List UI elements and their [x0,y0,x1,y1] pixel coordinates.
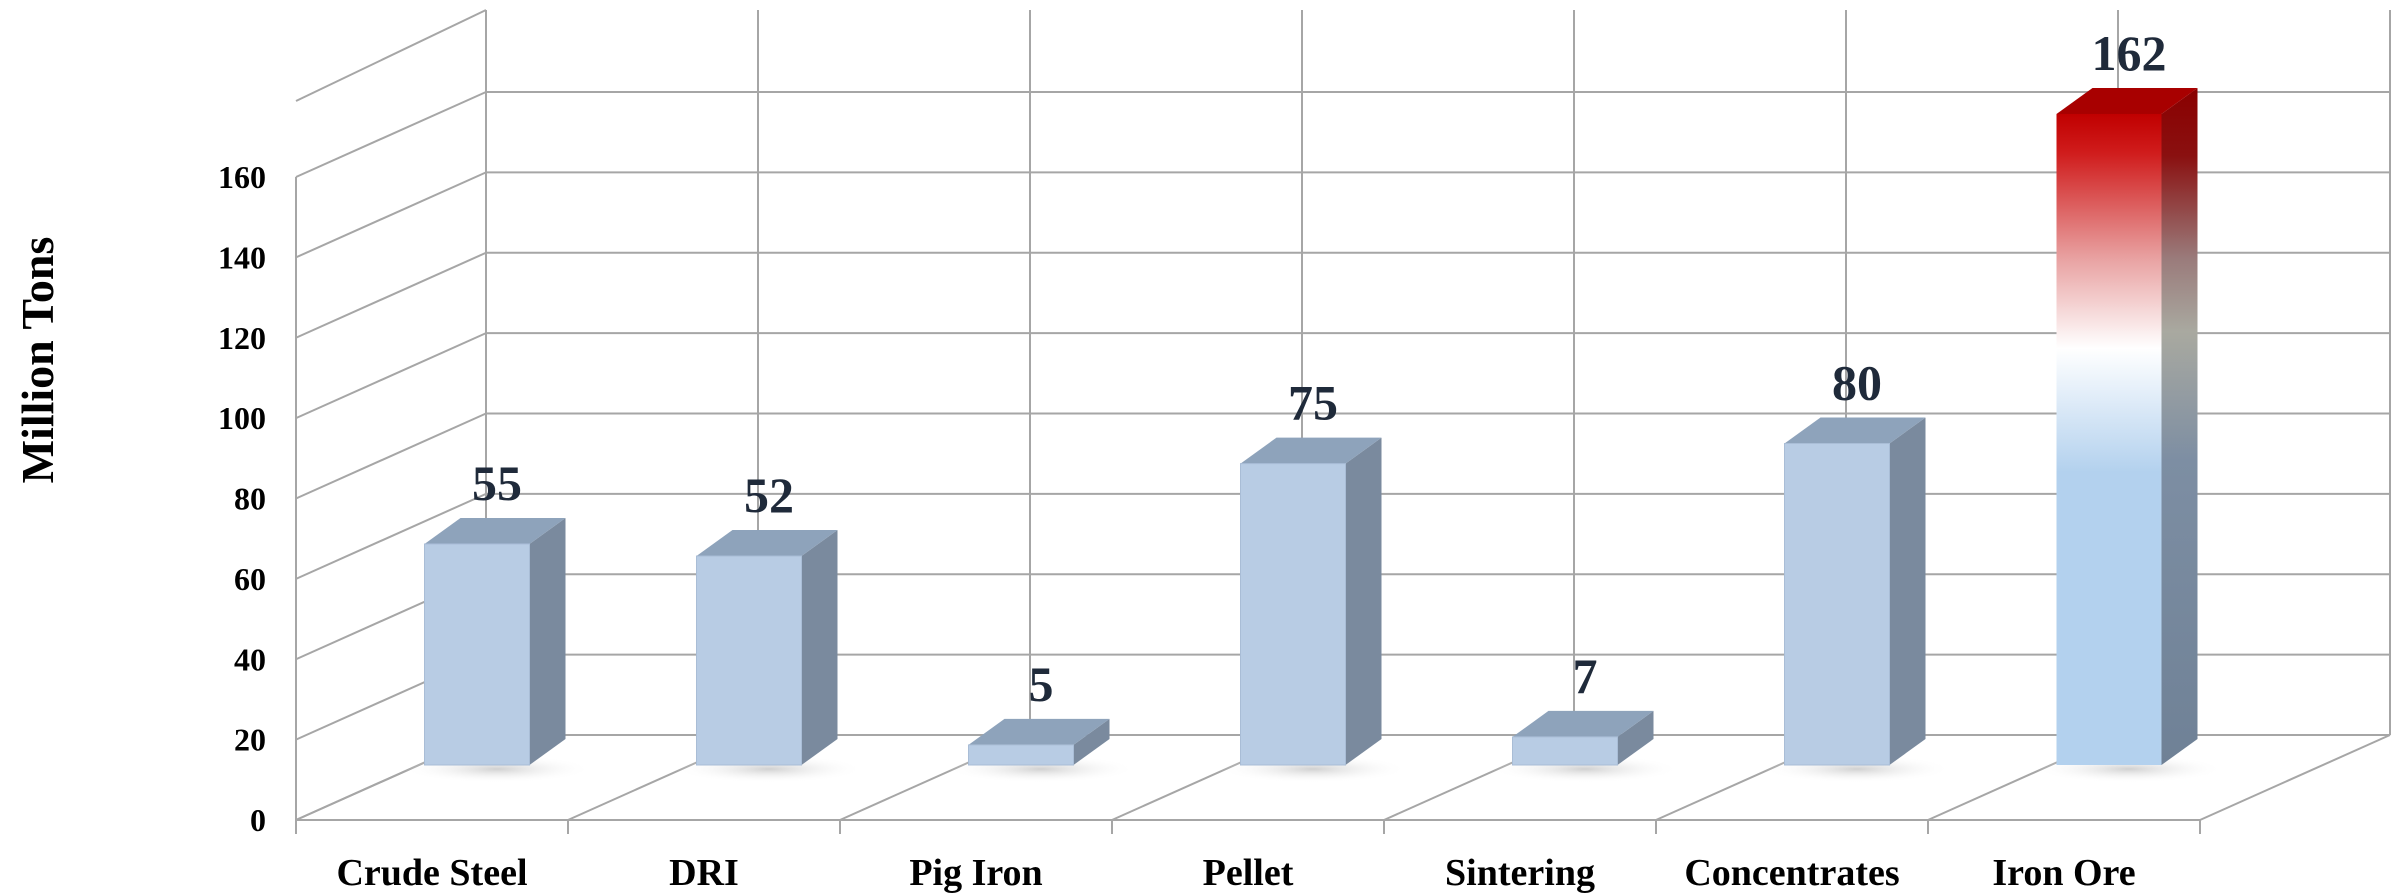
y-tick-label: 100 [218,400,266,436]
bar-side [2161,87,2198,765]
bar-side [1889,417,1926,765]
x-tick-label: Pig Iron [909,852,1042,894]
gridline-side [295,412,487,500]
bar-front [968,744,1074,766]
bar [1240,437,1382,766]
bar-side [801,530,838,765]
gridline-side [295,171,487,259]
bar [424,517,566,766]
bar [1512,710,1654,766]
bar [696,530,838,766]
gridline-side [295,492,487,580]
y-tick-label: 60 [234,561,266,597]
bar-front [424,543,530,766]
y-tick-label: 160 [218,159,266,195]
y-tick-label: 40 [234,641,266,677]
data-label: 162 [2092,25,2167,81]
bar [2056,87,2198,765]
y-tick-label: 140 [218,239,266,275]
data-label: 7 [1573,648,1598,704]
y-tick-label: 120 [218,320,266,356]
bar-side [529,517,566,765]
bar-side [1073,718,1110,765]
x-tick-label: Crude Steel [336,852,527,894]
gridline-side [295,332,487,420]
bar-front [1784,443,1890,766]
bar [968,718,1110,766]
floor-line [2199,734,2391,821]
data-label: 5 [1029,656,1054,712]
bar-top [1512,710,1654,737]
bar-front [696,555,802,766]
y-axis-label: Million Tons [12,237,63,484]
y-tick-label: 80 [234,481,266,517]
bar-front [1512,736,1618,766]
data-label: 55 [472,455,522,511]
data-label: 75 [1288,375,1338,431]
data-label: 80 [1832,355,1882,411]
bar-top [1240,437,1382,464]
gridline-side [295,91,487,178]
bar [1784,417,1926,766]
y-axis-ticks: 0 20 40 60 80 100 120 140 160 [218,159,266,838]
y-tick-label: 20 [234,722,266,758]
x-tick-label: Pellet [1203,852,1294,894]
bar-side [1617,710,1654,765]
bar-top [696,530,838,557]
side-wall-top [295,9,487,102]
x-axis-ticks: Crude Steel DRI Pig Iron Pellet Sintering Con… [336,852,2135,894]
bar-side [1345,437,1382,765]
x-tick-label: Sintering [1445,852,1595,894]
bar-front [2056,113,2162,765]
data-labels: 55 52 5 75 7 80 162 [472,25,2167,712]
x-tick-label: Iron Ore [1992,852,2135,894]
bars [424,87,2198,766]
bar-top [2056,87,2198,114]
x-tick-label: Concentrates [1684,852,1899,894]
bar-top [968,718,1110,745]
x-tick-label: DRI [669,852,739,894]
data-label: 52 [744,467,794,523]
bar-top [424,517,566,544]
bar-top [1784,417,1926,444]
gridline-side [295,251,487,339]
bar-front [1240,463,1346,766]
y-tick-label: 0 [250,802,266,838]
